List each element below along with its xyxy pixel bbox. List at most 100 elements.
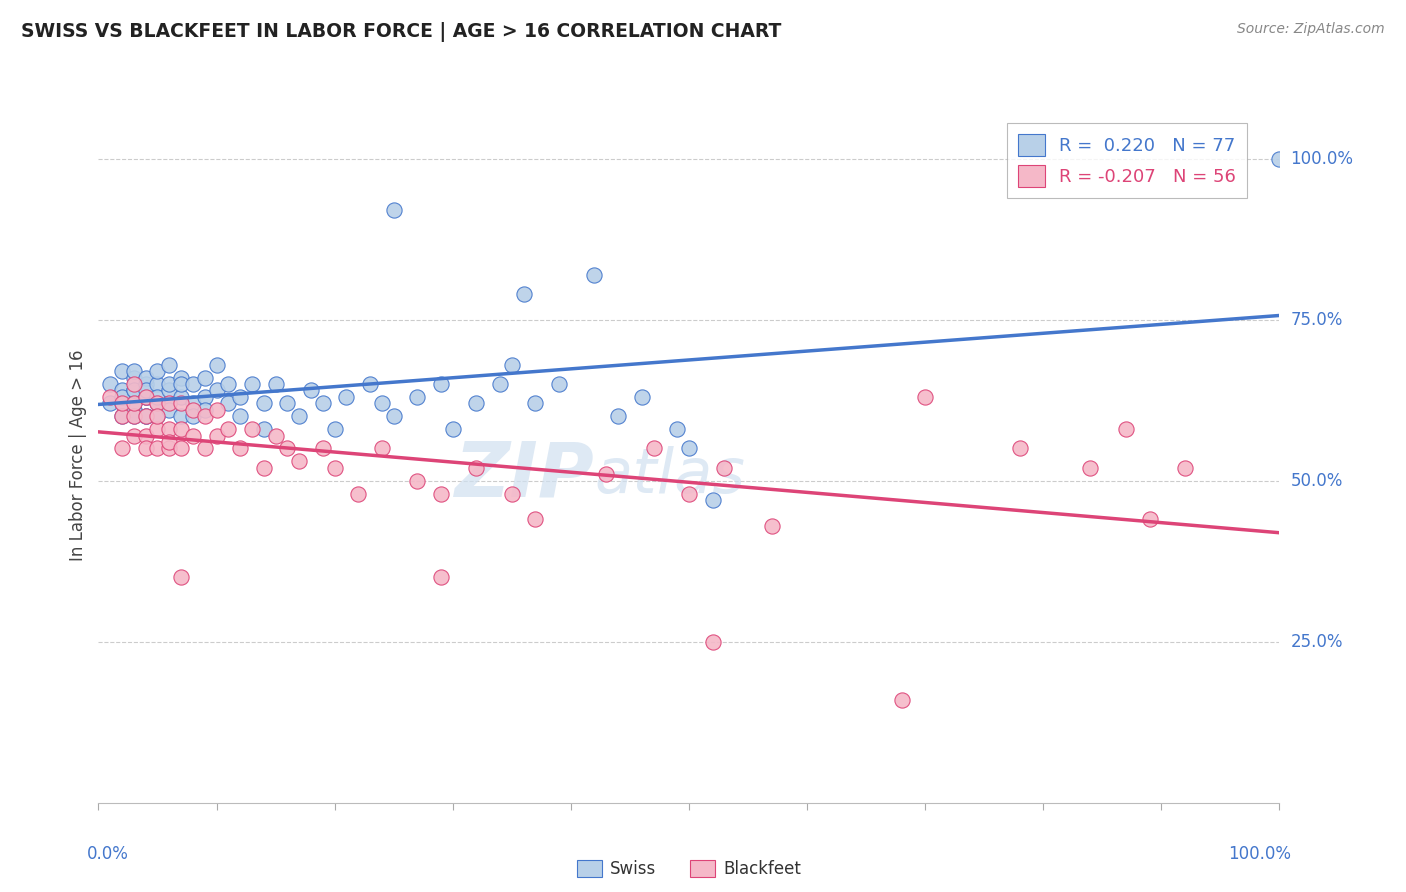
Point bbox=[312, 396, 335, 410]
Point bbox=[524, 396, 547, 410]
Point bbox=[1268, 152, 1291, 166]
Point bbox=[170, 422, 193, 436]
Point bbox=[583, 268, 606, 282]
Point bbox=[430, 377, 453, 392]
Point bbox=[914, 390, 936, 404]
Point bbox=[501, 486, 523, 500]
Point bbox=[135, 409, 157, 424]
Point bbox=[157, 435, 180, 450]
Legend: R =  0.220   N = 77, R = -0.207   N = 56: R = 0.220 N = 77, R = -0.207 N = 56 bbox=[1007, 123, 1247, 198]
Text: SWISS VS BLACKFEET IN LABOR FORCE | AGE > 16 CORRELATION CHART: SWISS VS BLACKFEET IN LABOR FORCE | AGE … bbox=[21, 22, 782, 42]
Point bbox=[122, 384, 145, 398]
Point bbox=[146, 377, 169, 392]
Point bbox=[430, 486, 453, 500]
Point bbox=[288, 409, 311, 424]
Point bbox=[678, 442, 700, 456]
Text: ZIP: ZIP bbox=[454, 439, 595, 513]
Point bbox=[135, 428, 157, 442]
Point bbox=[194, 442, 217, 456]
Point bbox=[170, 409, 193, 424]
Point bbox=[406, 474, 429, 488]
Point bbox=[135, 390, 157, 404]
Point bbox=[146, 422, 169, 436]
Point bbox=[111, 384, 134, 398]
Point bbox=[170, 377, 193, 392]
Point bbox=[441, 422, 464, 436]
Point bbox=[276, 442, 298, 456]
Point bbox=[111, 390, 134, 404]
Point bbox=[371, 396, 394, 410]
Point bbox=[761, 518, 783, 533]
Point bbox=[205, 384, 228, 398]
Point bbox=[135, 442, 157, 456]
Text: atlas: atlas bbox=[595, 446, 745, 506]
Point bbox=[489, 377, 512, 392]
Point bbox=[229, 409, 252, 424]
Point bbox=[157, 442, 180, 456]
Point bbox=[146, 396, 169, 410]
Point bbox=[181, 396, 204, 410]
Point bbox=[1139, 512, 1161, 526]
Point bbox=[194, 370, 217, 384]
Point bbox=[264, 377, 287, 392]
Point bbox=[146, 409, 169, 424]
Point bbox=[111, 442, 134, 456]
Point bbox=[371, 442, 394, 456]
Point bbox=[501, 358, 523, 372]
Point bbox=[430, 570, 453, 584]
Point bbox=[135, 409, 157, 424]
Point bbox=[157, 422, 180, 436]
Point bbox=[406, 390, 429, 404]
Point bbox=[253, 422, 276, 436]
Point bbox=[335, 390, 357, 404]
Point bbox=[465, 460, 488, 475]
Text: 75.0%: 75.0% bbox=[1291, 310, 1343, 328]
Point bbox=[111, 396, 134, 410]
Point bbox=[170, 570, 193, 584]
Point bbox=[253, 396, 276, 410]
Point bbox=[157, 377, 180, 392]
Point bbox=[276, 396, 298, 410]
Point bbox=[170, 442, 193, 456]
Point bbox=[146, 396, 169, 410]
Point bbox=[146, 364, 169, 378]
Point bbox=[122, 364, 145, 378]
Point bbox=[157, 402, 180, 417]
Point bbox=[1008, 442, 1031, 456]
Point bbox=[194, 409, 217, 424]
Point bbox=[135, 409, 157, 424]
Point bbox=[382, 409, 405, 424]
Point bbox=[111, 396, 134, 410]
Point bbox=[122, 396, 145, 410]
Point bbox=[217, 377, 239, 392]
Point bbox=[524, 512, 547, 526]
Point bbox=[181, 428, 204, 442]
Point bbox=[205, 402, 228, 417]
Point bbox=[253, 460, 276, 475]
Point bbox=[111, 364, 134, 378]
Point bbox=[240, 377, 263, 392]
Point bbox=[122, 377, 145, 392]
Point bbox=[135, 377, 157, 392]
Point bbox=[135, 370, 157, 384]
Point bbox=[135, 390, 157, 404]
Point bbox=[98, 390, 121, 404]
Point bbox=[702, 493, 724, 508]
Point bbox=[205, 358, 228, 372]
Point bbox=[678, 486, 700, 500]
Point bbox=[229, 442, 252, 456]
Point bbox=[1115, 422, 1137, 436]
Point bbox=[323, 422, 346, 436]
Point bbox=[205, 428, 228, 442]
Text: 50.0%: 50.0% bbox=[1291, 472, 1343, 490]
Point bbox=[264, 428, 287, 442]
Point bbox=[135, 390, 157, 404]
Point bbox=[170, 396, 193, 410]
Point bbox=[666, 422, 689, 436]
Point bbox=[146, 390, 169, 404]
Point bbox=[194, 390, 217, 404]
Point bbox=[702, 634, 724, 648]
Point bbox=[98, 396, 121, 410]
Point bbox=[194, 402, 217, 417]
Point bbox=[170, 390, 193, 404]
